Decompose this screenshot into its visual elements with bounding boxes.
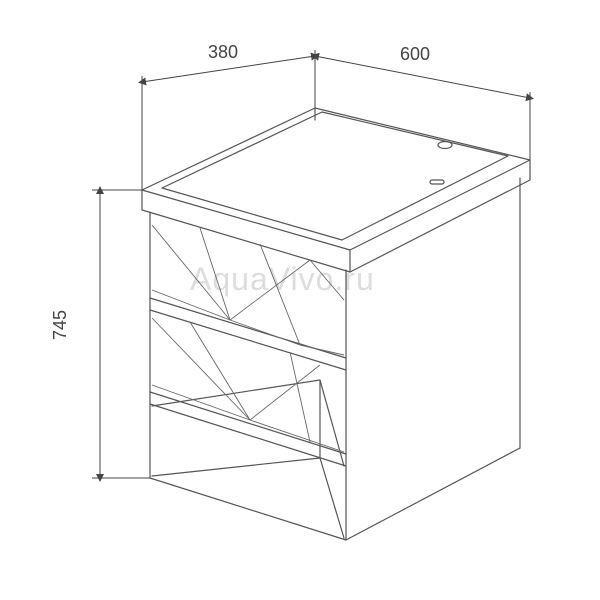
watermark-text: AquaVivo.ru [190,261,375,297]
dim-height: 745 [50,310,70,340]
dimensions: 380 600 745 [50,42,530,478]
dim-width: 600 [400,44,430,64]
cabinet-body [150,108,520,540]
technical-drawing: AquaVivo.ru [0,0,600,600]
sink-top [142,108,530,272]
dim-depth: 380 [208,42,238,62]
